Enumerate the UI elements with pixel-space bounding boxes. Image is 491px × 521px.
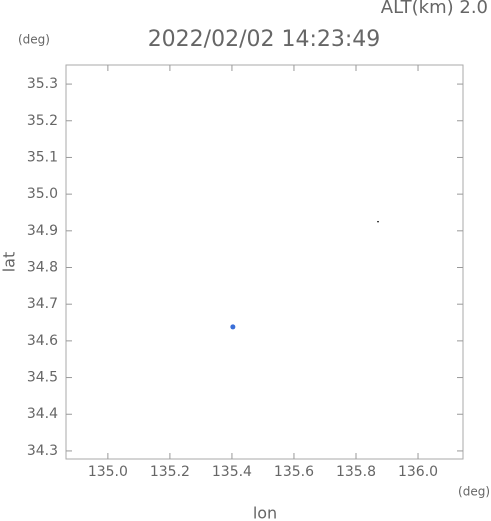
y-tick-label: 34.4 — [27, 406, 58, 422]
data-point — [230, 324, 236, 330]
x-tick-label: 135.4 — [212, 464, 252, 480]
y-tick-label: 34.8 — [27, 260, 58, 276]
y-tick-label: 34.5 — [27, 370, 58, 386]
chart-title: 2022/02/02 14:23:49 — [148, 27, 381, 52]
plot-frame — [65, 64, 464, 460]
y-tick-label: 34.6 — [27, 333, 58, 349]
x-tick-label: 135.2 — [150, 464, 190, 480]
y-axis-label: lat — [0, 252, 19, 273]
y-tick-label: 34.3 — [27, 443, 58, 459]
x-tick-label: 135.0 — [88, 464, 128, 480]
y-tick-label: 34.9 — [27, 223, 58, 239]
y-tick-label: 35.0 — [27, 186, 58, 202]
data-point — [377, 220, 379, 223]
y-tick-label: 35.1 — [27, 149, 58, 165]
altitude-label: ALT(km) 2.0 — [381, 0, 488, 18]
y-tick-label: 34.7 — [27, 296, 58, 312]
x-tick-label: 136.0 — [398, 464, 438, 480]
y-unit: (deg) — [18, 33, 50, 47]
x-unit: (deg) — [458, 485, 490, 499]
x-tick-label: 135.6 — [274, 464, 314, 480]
y-tick-label: 35.2 — [27, 113, 58, 129]
x-axis-label: lon — [253, 504, 277, 521]
x-tick-label: 135.8 — [336, 464, 376, 480]
y-tick-label: 35.3 — [27, 76, 58, 92]
